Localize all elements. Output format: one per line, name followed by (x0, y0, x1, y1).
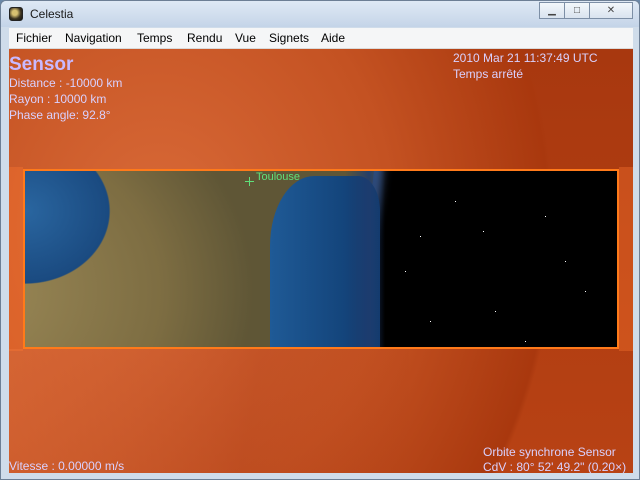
close-button[interactable]: ✕ (589, 2, 633, 19)
star (565, 261, 566, 262)
star (545, 216, 546, 217)
maximize-icon: □ (573, 5, 581, 16)
sensor-side-right (619, 167, 633, 351)
render-viewport[interactable]: Toulouse Sensor Distance : -10000 km Ray… (9, 49, 633, 473)
earth-limb (345, 171, 385, 347)
menu-fichier[interactable]: Fichier (16, 31, 53, 45)
star (430, 321, 431, 322)
planet-band (9, 349, 409, 473)
selected-object-name: Sensor (9, 54, 74, 75)
menu-vue[interactable]: Vue (235, 31, 256, 45)
sensor-frustum-frame (23, 169, 619, 349)
navigation-mode: Orbite synchrone Sensor (483, 445, 616, 459)
star (585, 291, 586, 292)
radius-readout: Rayon : 10000 km (9, 92, 107, 106)
sensor-side-left (9, 167, 23, 351)
datetime-readout: 2010 Mar 21 11:37:49 UTC (453, 51, 598, 65)
minimize-button[interactable]: ▁ (539, 2, 565, 19)
distance-readout: Distance : -10000 km (9, 76, 123, 90)
star (455, 201, 456, 202)
menu-bar: Fichier Navigation Temps Rendu Vue Signe… (9, 28, 633, 49)
speed-readout: Vitesse : 0.00000 m/s (9, 459, 125, 473)
celestia-app-icon[interactable] (9, 7, 23, 21)
menu-signets[interactable]: Signets (269, 31, 310, 45)
menu-navigation[interactable]: Navigation (65, 31, 122, 45)
field-of-view: CdV : 80° 52' 49.2" (0.20×) (483, 460, 627, 473)
phase-angle-readout: Phase angle: 92.8° (9, 108, 111, 122)
star (483, 231, 484, 232)
time-state: Temps arrêté (453, 67, 524, 81)
menu-temps[interactable]: Temps (137, 31, 173, 45)
menu-rendu[interactable]: Rendu (187, 31, 223, 45)
title-bar[interactable]: Celestia ▁ □ ✕ (1, 1, 639, 27)
maximize-button[interactable]: □ (564, 2, 590, 19)
menu-aide[interactable]: Aide (321, 31, 346, 45)
star (405, 271, 406, 272)
minimize-icon: ▁ (548, 5, 556, 16)
close-icon: ✕ (606, 5, 616, 16)
star (525, 341, 526, 342)
window-title: Celestia (30, 7, 74, 21)
star (495, 311, 496, 312)
location-marker-icon[interactable] (245, 177, 254, 186)
star (420, 236, 421, 237)
location-label[interactable]: Toulouse (256, 171, 301, 183)
window-controls: ▁ □ ✕ (539, 2, 633, 19)
